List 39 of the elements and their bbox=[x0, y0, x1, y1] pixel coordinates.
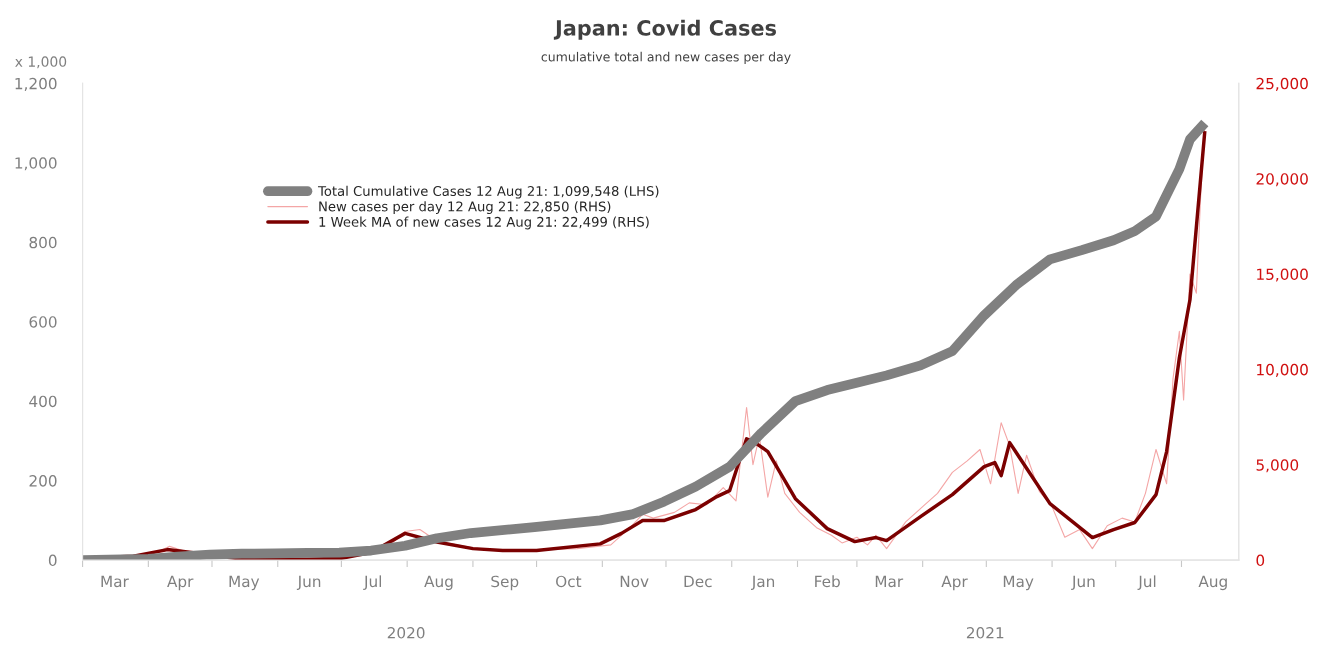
y2-tick-label: 10,000 bbox=[1257, 363, 1308, 377]
x-tick-label: Aug bbox=[1198, 575, 1227, 591]
x-tick-label: Jul bbox=[363, 575, 381, 591]
x-tick-label: Aug bbox=[424, 575, 453, 591]
x-tick-label: Mar bbox=[875, 575, 904, 588]
y-axis-title: x 1,000 bbox=[15, 56, 67, 69]
x-tick-label: Apr bbox=[941, 575, 968, 591]
x-tick-label: Jan bbox=[751, 575, 775, 591]
legend-label: Total Cumulative Cases 12 Aug 21: 1,099,548 (LHS) bbox=[317, 185, 659, 199]
x-tick-label: Jun bbox=[1071, 575, 1095, 591]
y2-tick-label: 25,000 bbox=[1256, 77, 1308, 91]
x-tick-label: Sep bbox=[491, 575, 519, 591]
y-tick-label: 1,200 bbox=[15, 77, 57, 91]
x-tick-label: Dec bbox=[684, 575, 712, 588]
x-tick-label: Nov bbox=[620, 575, 649, 588]
y-tick-label: 600 bbox=[29, 316, 57, 328]
x-tick-label: May bbox=[1003, 575, 1034, 591]
x-tick-label: Mar bbox=[101, 575, 129, 588]
y2-tick-label: 0 bbox=[1256, 554, 1265, 567]
text: 2020 bbox=[387, 627, 425, 639]
x-tick-label: Jul bbox=[1137, 575, 1156, 591]
chart-subtitle: cumulative total and new cases per day bbox=[541, 51, 791, 64]
x-tick-label: May bbox=[229, 575, 260, 591]
y2-tick-label: 5,000 bbox=[1256, 459, 1299, 473]
text: 2021 bbox=[966, 627, 1004, 639]
chart-title: Japan: Covid Cases bbox=[553, 19, 776, 40]
y2-tick-label: 15,000 bbox=[1257, 268, 1308, 282]
legend-label: 1 Week MA of new cases 12 Aug 21: 22,499 (RHS) bbox=[319, 216, 649, 230]
y-tick-label: 1,000 bbox=[15, 157, 57, 171]
y-tick-label: 0 bbox=[48, 554, 57, 567]
x-tick-label: Jun bbox=[296, 575, 321, 591]
y-tick-label: 400 bbox=[29, 395, 57, 408]
x-tick-label: Apr bbox=[167, 575, 194, 591]
y2-tick-label: 20,000 bbox=[1256, 173, 1308, 187]
legend-label: New cases per day 12 Aug 21: 22,850 (RHS) bbox=[319, 201, 611, 214]
y-tick-label: 200 bbox=[29, 475, 57, 487]
x-tick-label: Feb bbox=[815, 575, 840, 588]
y-tick-label: 800 bbox=[29, 236, 57, 249]
x-tick-label: Oct bbox=[556, 575, 582, 588]
